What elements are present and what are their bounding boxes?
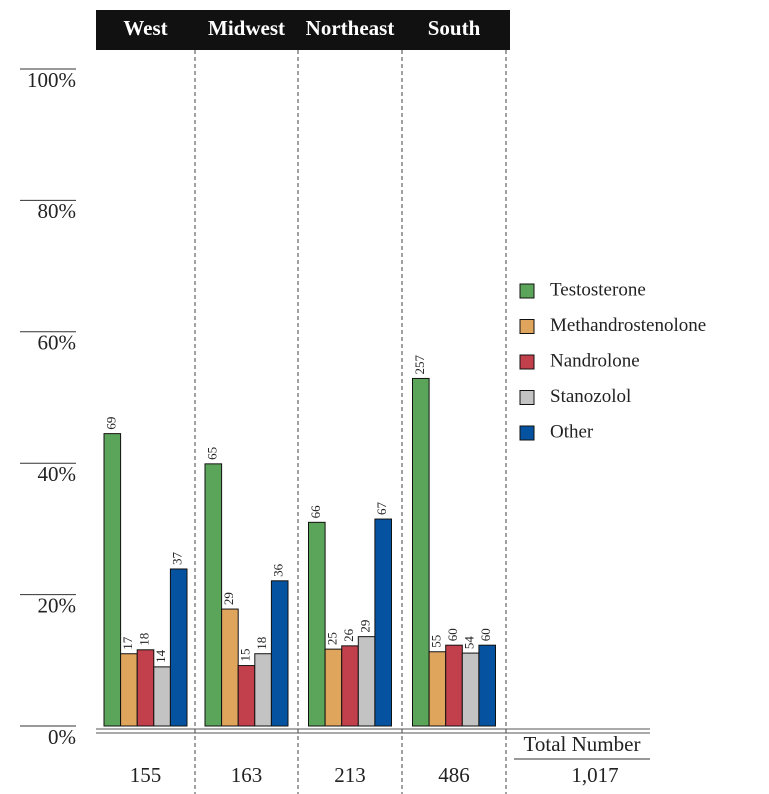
total-label: Total Number: [524, 732, 641, 756]
bar-count-label: 257: [412, 354, 427, 374]
region-label: West: [123, 16, 167, 40]
bar-count-label: 26: [341, 628, 356, 642]
bar-count-label: 55: [428, 635, 443, 648]
bar-count-label: 69: [103, 417, 118, 430]
total-value: 213: [334, 763, 366, 787]
bar: [270, 580, 289, 727]
bar: [445, 644, 463, 727]
bar-count-label: 67: [374, 502, 389, 516]
total-value: 163: [231, 763, 263, 787]
legend-label: Stanozolol: [550, 386, 631, 407]
bar-count-label: 29: [221, 592, 236, 605]
bar: [169, 568, 188, 727]
bar-count-label: 60: [445, 628, 460, 641]
legend-swatch: [519, 283, 535, 299]
y-tick-label: 40%: [38, 462, 77, 486]
region-label: South: [428, 16, 481, 40]
y-tick-label: 0%: [48, 725, 76, 749]
bar: [103, 433, 122, 727]
bar-count-label: 15: [237, 649, 252, 662]
legend-label: Methandrostenolone: [550, 315, 706, 336]
y-tick-label: 20%: [38, 593, 77, 617]
bar: [341, 645, 359, 727]
total-value: 155: [130, 763, 162, 787]
bar: [428, 651, 447, 727]
bar: [237, 665, 256, 727]
bar: [136, 649, 155, 727]
y-tick-label: 80%: [38, 199, 77, 223]
y-tick-label: 100%: [27, 68, 76, 92]
grand-total: 1,017: [571, 763, 618, 787]
bar-count-label: 17: [120, 636, 135, 650]
bar-count-label: 14: [153, 649, 168, 663]
bar-count-label: 29: [358, 620, 373, 633]
bar: [308, 521, 326, 727]
bar-count-label: 36: [271, 563, 286, 577]
legend-swatch: [519, 425, 535, 441]
legend-swatch: [519, 319, 535, 334]
bar-count-label: 18: [254, 637, 269, 650]
bar: [412, 377, 430, 727]
legend-label: Other: [550, 421, 594, 442]
bar: [357, 636, 376, 727]
bar: [153, 666, 171, 727]
region-label: Midwest: [208, 16, 285, 40]
bar: [478, 644, 496, 727]
total-value: 486: [438, 763, 470, 787]
bar-count-label: 66: [308, 505, 323, 519]
legend-label: Testosterone: [550, 279, 646, 300]
bar-count-label: 37: [170, 551, 185, 565]
bar-count-label: 18: [136, 633, 151, 646]
header-band: [96, 10, 510, 50]
bar: [120, 653, 138, 727]
y-tick-label: 60%: [38, 331, 77, 355]
bar: [204, 463, 223, 727]
legend-label: Nandrolone: [550, 350, 640, 371]
region-label: Northeast: [306, 16, 395, 40]
bar: [254, 653, 272, 727]
bar: [374, 518, 392, 727]
legend-swatch: [519, 354, 535, 370]
bar-count-label: 60: [478, 628, 493, 641]
bar-count-label: 54: [462, 636, 477, 650]
bar-count-label: 65: [204, 447, 219, 460]
bar: [324, 648, 343, 727]
bar: [221, 608, 239, 727]
bar-count-label: 25: [324, 632, 339, 645]
legend-swatch: [519, 390, 535, 405]
bar: [461, 652, 480, 727]
